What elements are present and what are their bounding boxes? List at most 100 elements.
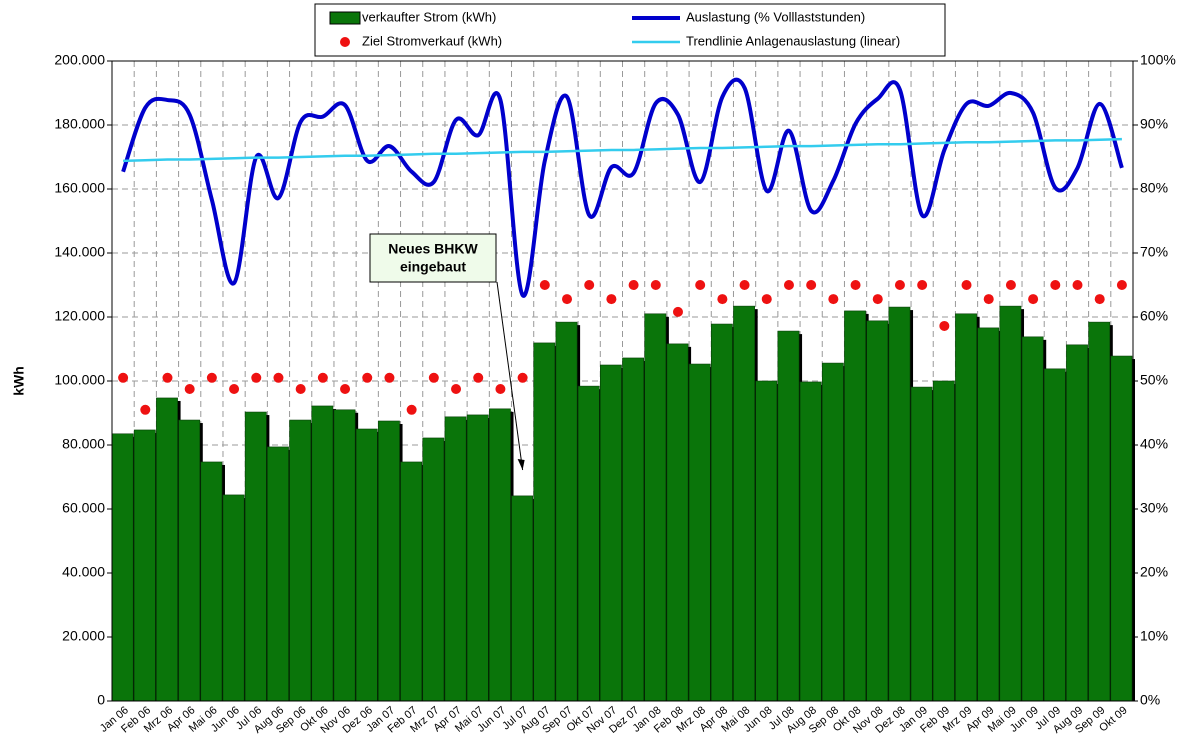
target-dot xyxy=(894,280,905,290)
target-dot xyxy=(295,384,306,394)
y2-tick-label: 10% xyxy=(1140,628,1168,644)
target-dot xyxy=(672,306,683,317)
y2-tick-label: 20% xyxy=(1140,564,1168,580)
plot-border xyxy=(111,60,1134,702)
target-dot xyxy=(562,294,573,305)
target-dot xyxy=(584,280,595,290)
bar xyxy=(600,364,622,702)
target-dot xyxy=(473,372,484,383)
target-dot xyxy=(717,294,728,305)
y2-tick-label: 50% xyxy=(1140,372,1168,388)
y-tick-label: 200.000 xyxy=(54,52,105,68)
bar xyxy=(1088,321,1111,702)
target-dot xyxy=(806,280,817,290)
y2-tick-label: 70% xyxy=(1140,244,1168,260)
y2-tick-label: 90% xyxy=(1140,116,1168,132)
bar xyxy=(267,446,289,702)
bar xyxy=(866,320,889,702)
bar xyxy=(555,321,578,702)
legend-label: Ziel Stromverkauf (kWh) xyxy=(362,33,502,48)
target-dot xyxy=(695,280,706,290)
legend-box xyxy=(314,3,946,57)
target-dot xyxy=(1116,280,1127,290)
bar xyxy=(133,429,156,702)
bar xyxy=(444,416,467,702)
annotation-arrow xyxy=(496,281,524,471)
target-dot xyxy=(273,372,284,383)
y-tick-label: 0 xyxy=(97,692,105,708)
bar xyxy=(932,380,955,702)
bar xyxy=(799,381,822,702)
target-dot xyxy=(1005,280,1016,290)
target-dot xyxy=(362,372,373,383)
bar xyxy=(400,461,423,702)
bar xyxy=(289,419,312,702)
bar xyxy=(1110,355,1133,702)
target-dot xyxy=(850,280,861,290)
bar xyxy=(977,327,1000,702)
y-tick-label: 80.000 xyxy=(62,436,105,452)
bar xyxy=(777,330,800,702)
trend-line xyxy=(123,137,1122,163)
bar xyxy=(910,386,933,702)
target-dot xyxy=(140,404,151,415)
y-tick-label: 120.000 xyxy=(54,308,105,324)
bar xyxy=(111,433,134,702)
target-dot xyxy=(872,294,883,305)
target-dot xyxy=(162,372,173,383)
bar xyxy=(999,305,1022,702)
bar xyxy=(489,408,511,702)
target-dot xyxy=(1072,280,1083,290)
target-dot xyxy=(406,404,417,415)
target-dot xyxy=(739,280,750,290)
target-dot xyxy=(428,372,439,383)
bar xyxy=(511,495,534,702)
target-dot xyxy=(1050,280,1061,290)
bar xyxy=(333,409,356,702)
bar xyxy=(156,397,178,702)
target-dot xyxy=(495,384,506,394)
y2-tick-label: 60% xyxy=(1140,308,1168,324)
target-dot xyxy=(206,372,217,383)
bar xyxy=(244,411,267,702)
y-axis-label: kWh xyxy=(11,366,27,396)
bar xyxy=(622,357,644,702)
target-dot xyxy=(628,280,639,290)
bar xyxy=(355,428,378,702)
bar xyxy=(733,305,755,702)
legend-label: verkaufter Strom (kWh) xyxy=(362,9,496,24)
bar xyxy=(466,414,489,702)
target-dot xyxy=(317,372,328,383)
target-dot xyxy=(961,280,972,290)
bar xyxy=(311,405,334,702)
bar xyxy=(577,385,600,702)
y-tick-label: 160.000 xyxy=(54,180,105,196)
bar xyxy=(755,380,778,702)
bar xyxy=(688,363,711,702)
legend-swatch xyxy=(340,37,350,47)
annotation-text: eingebaut xyxy=(400,259,466,275)
y-tick-label: 180.000 xyxy=(54,116,105,132)
target-dot xyxy=(118,372,129,383)
utilization-line xyxy=(121,77,1124,298)
legend-swatch xyxy=(329,11,361,25)
bar xyxy=(955,313,977,702)
target-dot xyxy=(1094,294,1105,305)
bar xyxy=(178,419,201,702)
target-dot xyxy=(606,294,617,305)
target-dot xyxy=(539,280,550,290)
target-dot xyxy=(761,294,772,305)
bar xyxy=(1066,344,1088,702)
target-dot xyxy=(251,372,262,383)
bar xyxy=(666,343,689,702)
y2-tick-label: 30% xyxy=(1140,500,1168,516)
bar xyxy=(1043,368,1066,702)
bar xyxy=(710,323,733,702)
y2-tick-label: 40% xyxy=(1140,436,1168,452)
annotation-box xyxy=(369,233,497,283)
y-tick-label: 60.000 xyxy=(62,500,105,516)
bar xyxy=(200,461,223,702)
bar xyxy=(1021,336,1044,702)
target-dot xyxy=(451,384,462,394)
